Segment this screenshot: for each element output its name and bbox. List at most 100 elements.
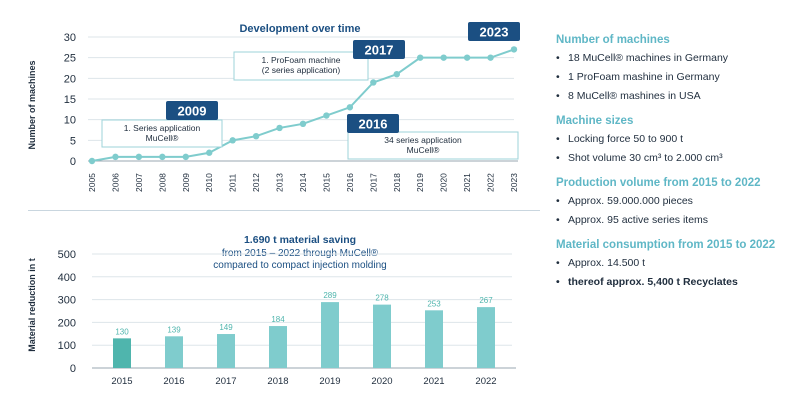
line-chart-ytick-label: 10: [64, 115, 76, 127]
line-chart-ytick-label: 5: [70, 135, 76, 147]
line-chart-xtick-label: 2007: [134, 173, 144, 192]
line-chart-point: [370, 79, 377, 86]
milestone-note-box: [233, 51, 369, 81]
bar-chart-bar: [373, 304, 391, 368]
line-chart-point: [182, 153, 189, 161]
bar-chart-ytick-label: 500: [58, 249, 76, 261]
milestone-badge-label: 2023: [480, 25, 509, 40]
facts-section: Production volume from 2015 to 2022 Appro…: [556, 177, 792, 226]
milestone-badge: [468, 22, 520, 41]
facts-list-item: Approx. 59.000.000 pieces: [556, 195, 792, 207]
bar-chart-category-label: 2019: [319, 376, 340, 387]
bar-chart-bar: [217, 334, 235, 368]
line-chart-point: [323, 112, 330, 119]
line-chart-xtick-label: 2005: [87, 173, 97, 192]
milestone-note-text: MuCell®: [407, 145, 440, 155]
facts-list-item: 1 ProFoam mashine in Germany: [556, 71, 792, 83]
facts-section-title: Material consumption from 2015 to 2022: [556, 239, 776, 251]
line-chart-point: [417, 54, 424, 61]
line-chart-point: [252, 133, 260, 140]
line-chart-point: [299, 120, 307, 128]
line-chart-point: [135, 153, 143, 161]
line-chart-ytick-label: 20: [64, 73, 76, 85]
bar-chart-category-label: 2018: [267, 376, 288, 387]
bar-chart-value-label: 267: [479, 296, 493, 305]
facts-section-title: Production volume from 2015 to 2022: [556, 177, 761, 189]
bar-chart-ytick-label: 0: [70, 363, 76, 375]
bar-chart-bar: [165, 336, 183, 368]
facts-list-item: Approx. 14.500 t: [556, 257, 792, 269]
line-chart-ytick-label: 25: [64, 53, 76, 65]
line-chart-xtick-label: 2022: [486, 173, 496, 192]
line-chart-point: [229, 137, 236, 144]
milestone-note-text: 1. Series application: [124, 123, 201, 133]
facts-section: Number of machines 18 MuCell® machines in…: [556, 34, 792, 102]
line-chart-xtick-label: 2006: [110, 173, 120, 192]
line-chart-point: [463, 54, 471, 61]
bar-chart-bar: [113, 338, 131, 368]
line-chart-xtick-label: 2012: [251, 173, 261, 192]
milestone-note-box: [347, 131, 519, 160]
facts-panel: Number of machines 18 MuCell® machines in…: [556, 34, 792, 301]
bar-chart-title: 1.690 t material saving: [244, 234, 356, 246]
milestone-note-text: (2 series application): [262, 65, 341, 75]
line-chart-xtick-label: 2011: [228, 173, 238, 192]
line-chart-xtick-label: 2010: [204, 173, 214, 192]
bar-chart-value-label: 289: [323, 291, 337, 300]
line-chart-xtick-label: 2018: [392, 173, 402, 192]
facts-list: Approx. 14.500 t thereof approx. 5,400 t …: [556, 257, 792, 288]
facts-section-title: Number of machines: [556, 34, 670, 46]
bar-chart-category-label: 2017: [215, 376, 236, 387]
line-chart-xtick-label: 2016: [345, 173, 355, 192]
bar-chart-category-label: 2020: [371, 376, 392, 387]
facts-section: Machine sizes Locking force 50 to 900 t Sh…: [556, 115, 792, 164]
bar-chart-bar: [477, 307, 495, 368]
section-divider: [28, 210, 540, 211]
bar-chart-ylabel: Material reduction in t: [27, 258, 37, 352]
facts-section: Material consumption from 2015 to 2022 Ap…: [556, 239, 792, 288]
line-chart-point: [88, 157, 96, 165]
line-chart-point: [206, 149, 213, 156]
bar-chart-category-label: 2021: [423, 376, 444, 387]
line-chart-xtick-label: 2013: [275, 173, 285, 192]
line-chart-xtick-label: 2014: [298, 173, 308, 192]
line-chart-point: [487, 54, 494, 61]
bar-chart-bar: [321, 302, 339, 368]
milestone-badge: [353, 40, 405, 59]
line-chart-point: [440, 54, 447, 61]
bar-chart-ytick-label: 100: [58, 340, 76, 352]
bar-chart-bar: [425, 310, 443, 368]
milestone-note-text: 1. ProFoam machine: [262, 55, 341, 65]
line-chart-point: [346, 104, 354, 111]
facts-list-item: Approx. 95 active series items: [556, 214, 792, 226]
bar-chart-category-label: 2015: [111, 376, 132, 387]
facts-list-item: Shot volume 30 cm³ to 2.000 cm³: [556, 152, 792, 164]
bar-chart-bar: [269, 326, 287, 368]
bar-chart-value-label: 149: [219, 323, 233, 332]
bar-chart-value-label: 130: [115, 327, 129, 336]
milestone-badge-label: 2016: [359, 117, 388, 132]
facts-list-item: 8 MuCell® mashines in USA: [556, 90, 792, 102]
bar-chart-value-label: 184: [271, 315, 285, 324]
bar-chart-category-label: 2022: [475, 376, 496, 387]
bar-chart-category-label: 2016: [163, 376, 184, 387]
bar-chart-ytick-label: 400: [58, 272, 76, 284]
facts-list: Approx. 59.000.000 pieces Approx. 95 acti…: [556, 195, 792, 226]
line-chart-xtick-label: 2021: [462, 173, 472, 192]
milestone-badge-label: 2009: [178, 104, 207, 119]
milestone-note-text: 34 series application: [384, 135, 462, 145]
bar-chart-value-label: 139: [167, 325, 181, 334]
facts-list: Locking force 50 to 900 t Shot volume 30 …: [556, 133, 792, 164]
line-chart-point: [510, 46, 518, 53]
line-chart-xtick-label: 2008: [157, 173, 167, 192]
bar-chart-ytick-label: 300: [58, 295, 76, 307]
line-chart-xtick-label: 2009: [181, 173, 191, 192]
line-chart-point: [276, 124, 283, 132]
bar-chart-value-label: 278: [375, 294, 389, 303]
facts-list: 18 MuCell® machines in Germany 1 ProFoam …: [556, 52, 792, 102]
milestone-badge: [166, 101, 218, 120]
bar-chart-subtitle: compared to compact injection molding: [213, 260, 386, 271]
line-chart-ytick-label: 0: [70, 156, 76, 168]
line-chart-title: Development over time: [239, 23, 360, 35]
